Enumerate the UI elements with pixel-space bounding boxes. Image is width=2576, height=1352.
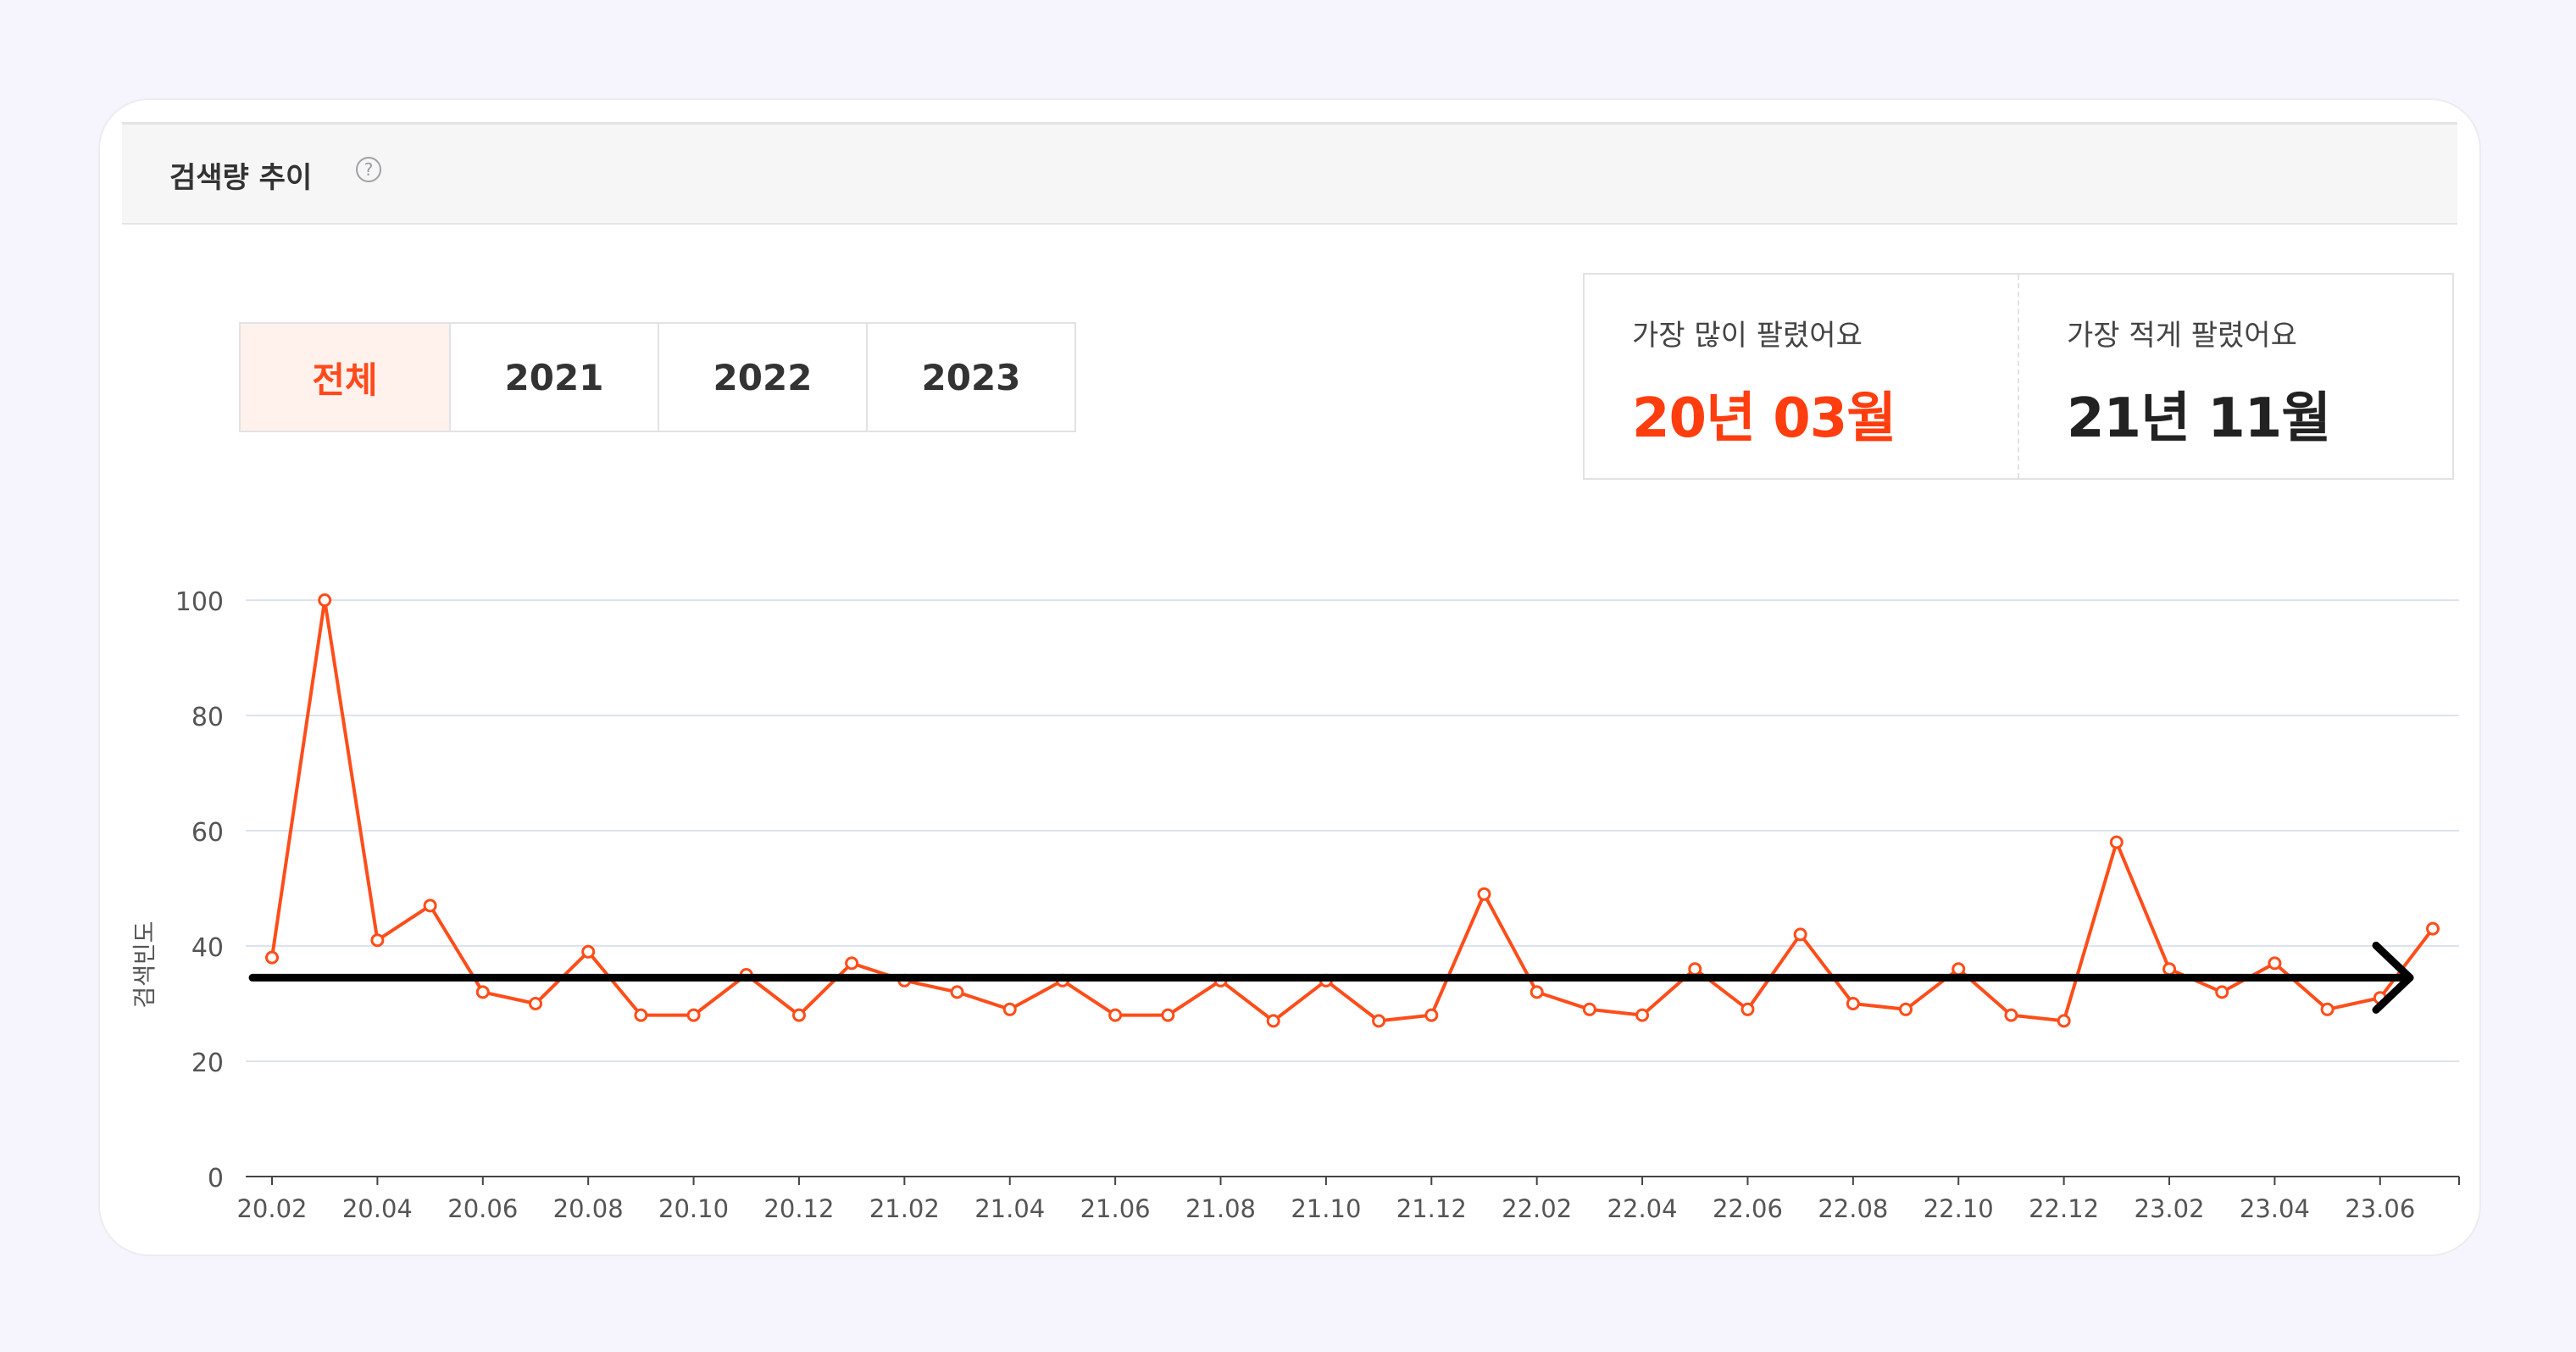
x-tick-label: 23.04 — [2240, 1194, 2310, 1223]
card-title: 검색량 추이 — [169, 161, 313, 195]
x-tick-label: 20.04 — [342, 1194, 413, 1223]
data-point — [1635, 1008, 1650, 1022]
x-tick-label: 20.02 — [236, 1194, 307, 1223]
data-point — [1951, 962, 1966, 976]
data-point — [1424, 1008, 1439, 1022]
x-tick-label: 20.10 — [658, 1194, 729, 1223]
tab-2021[interactable]: 2021 — [449, 324, 658, 431]
tab-2023[interactable]: 2023 — [866, 324, 1074, 431]
x-tick-label: 20.12 — [763, 1194, 834, 1223]
data-point — [1530, 985, 1544, 999]
data-point — [2426, 921, 2440, 936]
x-tick-label: 22.02 — [1502, 1194, 1572, 1223]
y-tick-label: 40 — [192, 933, 224, 963]
data-point — [1899, 1002, 1913, 1016]
x-tick-label: 21.06 — [1080, 1194, 1151, 1223]
x-tick-label: 23.06 — [2345, 1194, 2415, 1223]
tab-all[interactable]: 전체 — [241, 324, 449, 431]
data-point — [1582, 1002, 1596, 1016]
data-point — [1740, 1002, 1755, 1016]
data-point — [2162, 962, 2177, 976]
x-tick-label: 22.06 — [1713, 1194, 1783, 1223]
series-line — [270, 598, 2434, 1023]
y-tick-label: 100 — [175, 587, 224, 617]
data-point — [950, 985, 964, 999]
data-point — [1108, 1008, 1123, 1022]
data-point — [2215, 985, 2229, 999]
data-point — [581, 944, 596, 959]
data-point — [1477, 887, 1491, 901]
data-point — [2320, 1002, 2334, 1016]
least-sold-label: 가장 적게 팔렸어요 — [2067, 319, 2297, 353]
least-sold-value: 21년 11월 — [2067, 387, 2331, 450]
x-tick-label: 23.02 — [2135, 1194, 2205, 1223]
data-point — [2004, 1008, 2018, 1022]
search-trend-card: 검색량 추이 ? 전체 2021 2022 2023 가장 많이 팔렸어요 20… — [98, 98, 2481, 1256]
data-point — [318, 593, 332, 607]
y-tick-label: 20 — [192, 1049, 224, 1078]
x-tick-label: 21.10 — [1291, 1194, 1361, 1223]
data-point — [528, 997, 542, 1010]
x-tick-label: 21.04 — [974, 1194, 1045, 1223]
data-point — [1793, 927, 1807, 942]
data-point — [1161, 1008, 1175, 1022]
y-tick-label: 0 — [208, 1164, 224, 1193]
question-circle-icon[interactable]: ? — [356, 157, 381, 182]
data-point — [791, 1008, 806, 1022]
x-tick-label: 22.12 — [2029, 1194, 2099, 1223]
data-point — [1688, 962, 1702, 976]
period-tabs: 전체 2021 2022 2023 — [239, 322, 1076, 432]
y-axis-label: 검색빈도 — [130, 921, 158, 1008]
data-point — [686, 1008, 701, 1022]
data-point — [1002, 1002, 1017, 1016]
x-tick-label: 22.08 — [1818, 1194, 1888, 1223]
y-tick-label: 80 — [192, 703, 224, 732]
trend-arrow-head — [2372, 941, 2414, 1014]
tab-2022[interactable]: 2022 — [658, 324, 866, 431]
data-point — [845, 956, 859, 971]
data-point — [265, 950, 279, 965]
data-point — [370, 933, 385, 948]
data-point — [2268, 956, 2282, 971]
data-point — [2109, 835, 2124, 849]
data-point — [1372, 1014, 1386, 1028]
x-tick-label: 22.10 — [1924, 1194, 1994, 1223]
data-point — [634, 1008, 648, 1022]
y-tick-label: 60 — [192, 818, 224, 848]
data-point — [1846, 997, 1860, 1010]
x-tick-label: 21.12 — [1396, 1194, 1467, 1223]
search-volume-line-chart: 0 20 40 60 80 100 20.02 20.04 20.06 20.08 20.10 20.… — [130, 587, 2460, 1223]
x-tick-label: 20.06 — [447, 1194, 518, 1223]
least-sold-box: 가장 적게 팔렸어요 21년 11월 — [2018, 275, 2452, 478]
most-sold-box: 가장 많이 팔렸어요 20년 03월 — [1585, 275, 2018, 478]
data-point — [423, 899, 437, 913]
x-tick-label: 20.08 — [553, 1194, 624, 1223]
most-sold-value: 20년 03월 — [1632, 387, 1896, 450]
x-tick-label: 21.08 — [1185, 1194, 1256, 1223]
card-header: 검색량 추이 ? — [122, 122, 2457, 225]
most-sold-label: 가장 많이 팔렸어요 — [1632, 319, 1863, 353]
x-tick-label: 21.02 — [869, 1194, 940, 1223]
data-point — [475, 985, 490, 999]
data-point — [1266, 1014, 1280, 1028]
data-point — [2057, 1014, 2071, 1028]
sales-summary: 가장 많이 팔렸어요 20년 03월 가장 적게 팔렸어요 21년 11월 — [1583, 273, 2454, 480]
x-tick-label: 22.04 — [1607, 1194, 1678, 1223]
